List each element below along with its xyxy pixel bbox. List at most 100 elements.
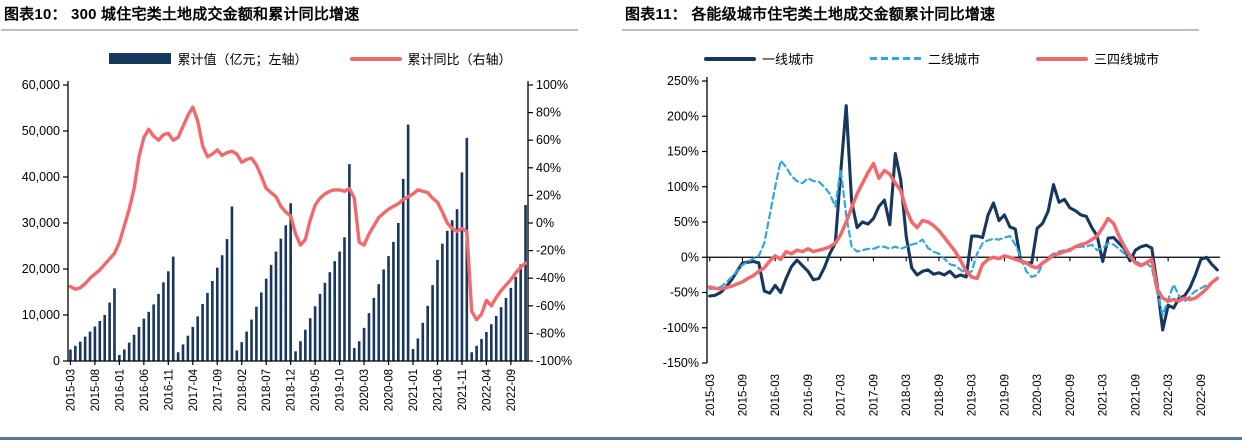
legend-label: 二线城市 <box>927 52 980 67</box>
x-axis-tick-label: 2017-09 <box>212 369 224 411</box>
bar <box>441 243 444 361</box>
left-axis-tick-label: 20,000 <box>22 262 60 276</box>
left-axis-tick-label: 50,000 <box>22 124 60 138</box>
bar <box>88 331 92 361</box>
bar <box>372 297 376 361</box>
left-axis-tick-label: 40,000 <box>22 170 60 184</box>
bar <box>162 282 165 361</box>
line-series-tier34 <box>707 161 1220 303</box>
x-axis-tick-label: 2020-09 <box>1065 374 1077 416</box>
legend-label: 累计值（亿元；左轴） <box>177 52 308 67</box>
bar <box>255 306 258 361</box>
y-axis-tick-label: 50% <box>674 215 699 229</box>
x-axis-tick-label: 2022-09 <box>1196 374 1208 416</box>
x-axis-tick-label: 2015-03 <box>65 369 77 411</box>
x-axis-tick-label: 2016-06 <box>139 369 151 411</box>
bar <box>382 269 385 361</box>
x-axis-tick-label: 2016-11 <box>163 369 175 410</box>
figure10-title: 图表10： 300 城住宅类土地成交金额和累计同比增速 <box>4 6 360 23</box>
x-axis-tick-label: 2018-07 <box>261 369 273 411</box>
y-axis-tick-label: 150% <box>667 145 699 159</box>
x-axis-tick-label: 2016-01 <box>114 369 126 411</box>
x-axis-tick-label: 2016-03 <box>770 374 782 416</box>
y-axis-tick-label: 0% <box>681 250 699 264</box>
bar <box>411 349 415 361</box>
bar <box>392 241 395 361</box>
bar <box>304 329 307 361</box>
x-axis-tick-label: 2019-09 <box>999 374 1011 416</box>
bar <box>494 315 498 361</box>
tier2-dashed-swatch-icon <box>869 57 922 60</box>
bar <box>343 237 346 361</box>
bar <box>348 164 351 361</box>
bar <box>426 305 429 361</box>
bar <box>215 267 219 361</box>
bar <box>431 285 434 361</box>
left-axis-tick-label: 10,000 <box>22 308 60 322</box>
legend-item-cumulative-yoy: 累计同比（右轴） <box>349 49 512 68</box>
bar <box>240 342 244 361</box>
y-axis-tick-label: 200% <box>667 109 699 123</box>
figure11-title-rule <box>622 29 1199 31</box>
bar <box>519 264 522 361</box>
tier1-line-swatch-icon <box>703 56 756 61</box>
bar <box>362 327 366 361</box>
x-axis-tick-label: 2019-05 <box>310 369 322 411</box>
bar <box>260 292 263 361</box>
bar <box>514 276 518 361</box>
bar <box>387 256 390 361</box>
bar <box>274 251 278 361</box>
figure11-chart: 250% 200% 150% 100% 50% 0% -50% -100% -150% 2015-… <box>663 74 1220 416</box>
bar <box>460 172 464 361</box>
figure10-legend: 累计值（亿元；左轴） 累计同比（右轴） <box>0 49 621 68</box>
line-series-cumulative-yoy <box>68 105 528 322</box>
legend-item-tier1-cities: 一线城市 <box>703 49 814 68</box>
bar <box>269 264 273 361</box>
x-axis-tick-label: 2017-09 <box>868 374 880 416</box>
right-axis-tick-label: 60% <box>536 133 561 147</box>
x-axis-tick-label: 2021-11 <box>457 369 469 410</box>
bar <box>470 352 474 361</box>
x-axis-tick-label: 2022-03 <box>1163 374 1175 416</box>
bar <box>191 326 195 361</box>
legend-item-cumulative-value: 累计值（亿元；左轴） <box>109 49 308 68</box>
bar <box>98 320 102 361</box>
bar <box>450 220 454 361</box>
right-axis-tick-label: -20% <box>536 244 565 258</box>
bar <box>250 319 253 361</box>
bar <box>211 280 214 361</box>
x-axis-tick-label: 2015-09 <box>737 374 749 416</box>
bar <box>78 341 82 361</box>
right-axis-tick-label: -60% <box>536 299 565 313</box>
right-axis-tick-label: 0% <box>536 216 554 230</box>
bar <box>127 342 131 361</box>
x-axis-tick-label: 2020-03 <box>359 369 371 411</box>
figure11-panel: 图表11： 各能级城市住宅类土地成交金额累计同比增速 一线城市 二线城市 三四线… <box>621 0 1242 447</box>
bar <box>142 318 146 361</box>
bar <box>196 316 199 361</box>
bar <box>455 209 459 361</box>
bar <box>318 293 322 361</box>
legend-item-tier2-cities: 二线城市 <box>869 49 980 68</box>
bar <box>445 230 449 361</box>
bar <box>367 313 371 361</box>
x-axis-tick-label: 2019-10 <box>335 369 347 411</box>
bar <box>186 335 190 361</box>
legend-label: 累计同比（右轴） <box>407 52 512 67</box>
bar <box>113 288 116 361</box>
bar <box>289 203 292 361</box>
bar <box>147 311 151 361</box>
bar <box>299 341 302 361</box>
right-axis-tick-label: -40% <box>536 271 565 285</box>
bar <box>137 326 141 361</box>
bar <box>323 282 327 361</box>
bar <box>279 238 283 361</box>
bar <box>93 326 97 361</box>
bar <box>132 334 136 361</box>
bar <box>504 297 508 361</box>
bar <box>333 261 336 361</box>
bar <box>122 349 126 361</box>
bar <box>524 205 527 361</box>
page-bottom-rule <box>0 437 1242 440</box>
x-axis-tick-label: 2021-03 <box>1098 374 1110 416</box>
